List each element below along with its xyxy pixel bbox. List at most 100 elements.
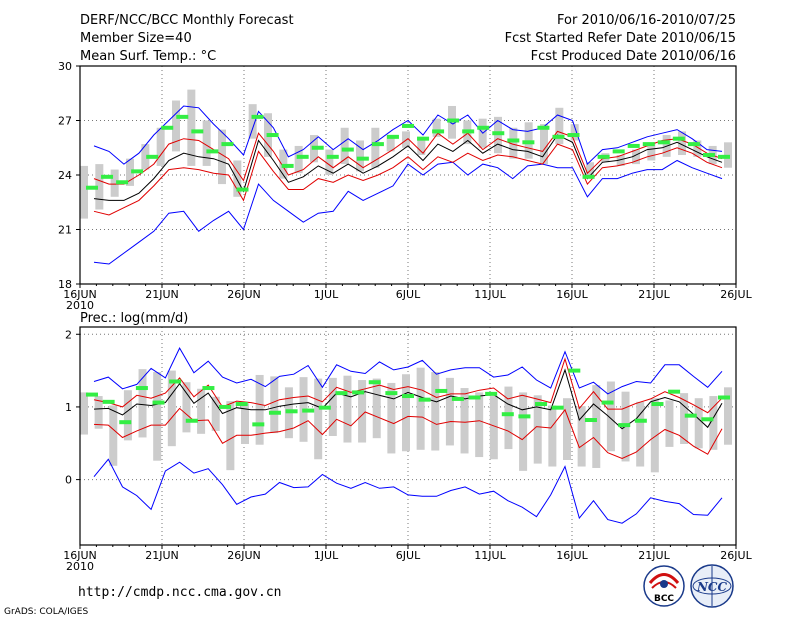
observed-marker (356, 156, 369, 161)
ensemble-spread-box (123, 390, 132, 441)
observed-marker (386, 134, 399, 139)
observed-marker (101, 174, 114, 179)
observed-marker (131, 169, 144, 174)
ensemble-spread-box (570, 124, 579, 141)
ensemble-spread-box (680, 393, 689, 444)
ensemble-mean-line (93, 134, 723, 201)
observed-marker (311, 145, 324, 150)
observed-marker (582, 174, 595, 179)
ensemble-spread-box (340, 127, 349, 165)
observed-marker (567, 133, 580, 138)
ensemble-spread-box (431, 372, 440, 451)
x-tick-label: 26JUL (720, 549, 752, 562)
ensemble-spread-box (647, 142, 656, 161)
y-tick-label: 2 (65, 328, 72, 341)
ensemble-spread-box (141, 144, 150, 170)
max-envelope-line (93, 105, 723, 166)
ensemble-spread-box (709, 396, 718, 450)
observed-marker (618, 423, 631, 428)
x-tick-label: 16JUN (63, 288, 97, 301)
observed-marker (672, 136, 685, 141)
ensemble-spread-box (504, 386, 513, 450)
x-tick-label: 6JUL (396, 288, 421, 301)
x-tick-label: 16JUL (556, 549, 588, 562)
observed-marker (537, 125, 550, 130)
ensemble-spread-box (202, 120, 211, 166)
x-tick-label: 26JUN (227, 549, 261, 562)
observed-marker (418, 397, 431, 402)
observed-marker (668, 389, 681, 394)
ensemble-spread-box (294, 145, 303, 174)
observed-marker (501, 412, 514, 417)
ensemble-spread-box (197, 388, 206, 434)
x-tick-label: 1JUL (314, 288, 339, 301)
ensemble-spread-box (156, 127, 165, 166)
ensemble-spread-box (138, 369, 147, 438)
x-tick-label: 21JUL (638, 288, 670, 301)
lower-quartile-line (93, 407, 723, 460)
ensemble-spread-box (182, 382, 191, 433)
observed-marker (468, 395, 481, 400)
ensemble-spread-box (126, 158, 134, 186)
x-tick-label: 26JUL (720, 288, 752, 301)
ensemble-spread-box (109, 405, 118, 466)
observed-marker (371, 142, 384, 147)
observed-marker (116, 180, 129, 185)
plot-frame (79, 65, 737, 285)
ensemble-spread-box (167, 370, 176, 447)
observed-marker (687, 142, 700, 147)
ensemble-spread-box (475, 392, 484, 458)
ensemble-spread-box (417, 136, 426, 156)
ensemble-spread-box (678, 131, 686, 156)
observed-marker (568, 368, 581, 373)
observed-marker (176, 114, 189, 119)
observed-marker (86, 185, 98, 190)
observed-marker (492, 131, 505, 136)
observed-marker (597, 154, 610, 159)
ensemble-spread-box (693, 140, 702, 157)
observed-marker (219, 404, 232, 409)
observed-marker (584, 418, 597, 423)
ensemble-spread-box (80, 392, 88, 435)
ensemble-spread-box (241, 403, 249, 444)
ensemble-spread-box (387, 382, 396, 454)
observed-marker (601, 400, 614, 405)
ensemble-spread-box (548, 405, 557, 467)
ensemble-spread-box (460, 388, 469, 454)
observed-marker (402, 123, 414, 128)
observed-marker (684, 413, 697, 418)
observed-marker (522, 140, 535, 145)
observed-marker (236, 187, 249, 192)
observed-marker (451, 396, 464, 401)
grads-credit: GrADS: COLA/IGES (4, 607, 88, 617)
website-url[interactable]: http://cmdp.ncc.cma.gov.cn (78, 585, 282, 600)
max-envelope-line (93, 347, 723, 395)
min-envelope-line (93, 458, 723, 524)
observed-marker (318, 405, 331, 410)
observed-marker (627, 143, 640, 148)
observed-marker (702, 153, 715, 158)
ensemble-spread-box (540, 124, 548, 165)
ensemble-spread-box (636, 401, 645, 467)
ensemble-spread-box (519, 392, 528, 471)
observed-marker (432, 129, 445, 134)
observed-marker (185, 418, 198, 423)
x-tick-label: 6JUL (396, 549, 421, 562)
ensemble-spread-box (218, 129, 226, 185)
ensemble-spread-box (724, 387, 732, 445)
ensemble-spread-box (187, 89, 196, 166)
observed-marker (252, 422, 265, 427)
variable-label: Mean Surf. Temp.: °C (80, 49, 216, 64)
observed-marker (281, 163, 294, 168)
observed-marker (102, 399, 115, 404)
observed-marker (302, 408, 315, 413)
x-tick-label: 16JUL (556, 288, 588, 301)
min-envelope-line (93, 159, 723, 265)
y-tick-label: 27 (58, 115, 72, 128)
ensemble-spread-box (356, 140, 364, 172)
ensemble-spread-box (371, 127, 380, 168)
x-tick-label: 21JUL (638, 549, 670, 562)
observed-marker (402, 394, 414, 399)
observed-marker (235, 402, 248, 407)
observed-marker (701, 417, 714, 422)
